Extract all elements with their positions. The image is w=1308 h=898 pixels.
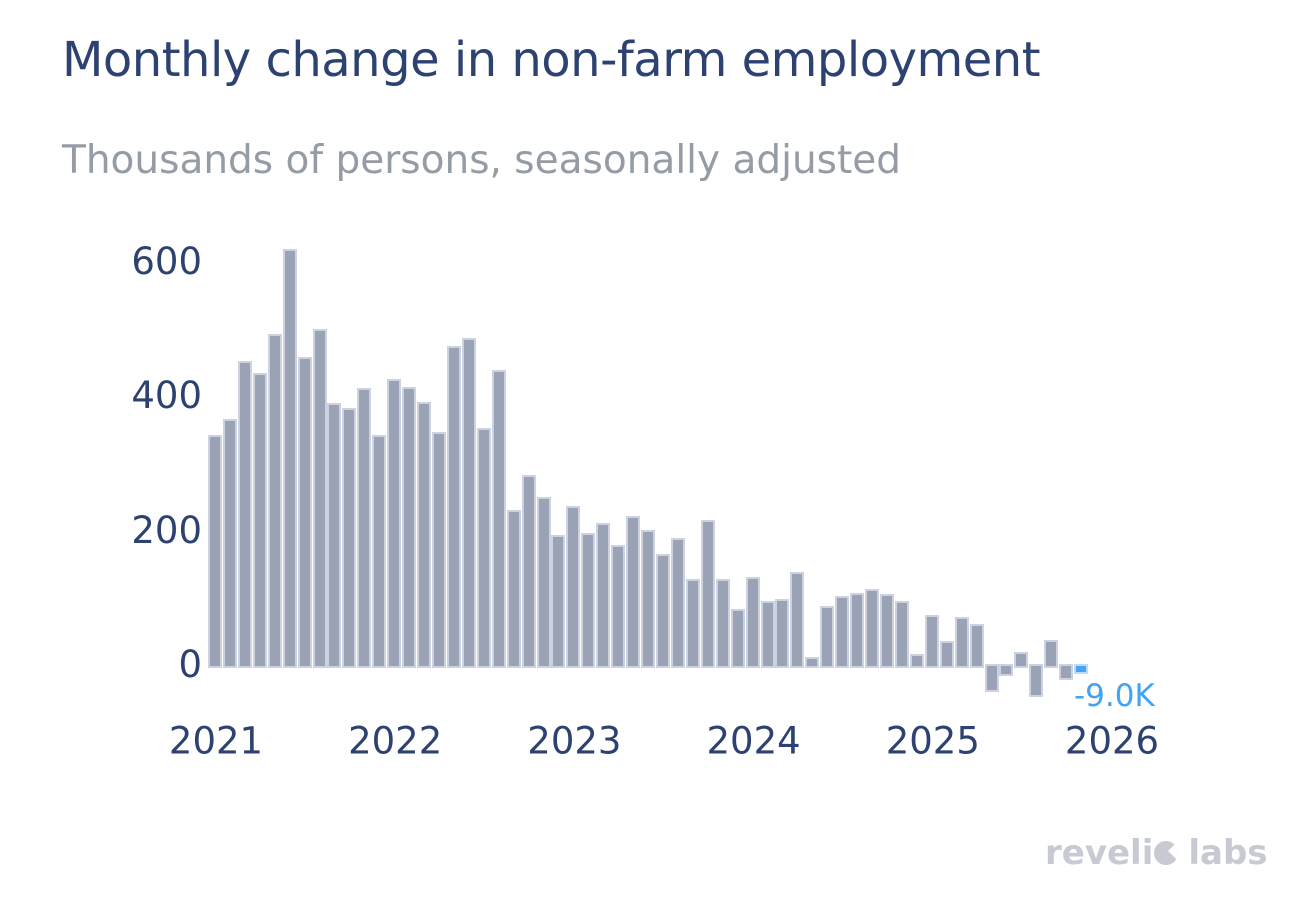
logo-o-icon bbox=[1154, 841, 1179, 865]
bar-jul-2025 bbox=[1014, 651, 1029, 668]
bar-nov-2021 bbox=[357, 388, 372, 668]
bar-apr-2021 bbox=[252, 373, 267, 668]
revelio-labs-logo: reveli labs bbox=[1045, 836, 1268, 870]
bar-aug-2024 bbox=[850, 592, 865, 668]
x-axis-label-2024: 2024 bbox=[706, 719, 801, 763]
bar-jul-2022 bbox=[476, 427, 491, 668]
y-axis-label-400: 400 bbox=[131, 374, 202, 418]
x-axis-label-2023: 2023 bbox=[527, 719, 622, 763]
bar-mar-2023 bbox=[596, 522, 611, 668]
bar-nov-2024 bbox=[894, 600, 909, 668]
bar-mar-2025 bbox=[954, 616, 969, 668]
bar-dec-2022 bbox=[551, 534, 566, 668]
bar-aug-2023 bbox=[670, 538, 685, 668]
bar-jun-2022 bbox=[461, 337, 476, 668]
bar-feb-2024 bbox=[760, 601, 775, 668]
bar-nov-2022 bbox=[536, 497, 551, 668]
bar-apr-2024 bbox=[790, 571, 805, 668]
bar-sep-2025 bbox=[1044, 639, 1059, 668]
bar-jul-2021 bbox=[297, 357, 312, 668]
y-axis-label-0: 0 bbox=[178, 643, 202, 687]
bar-mar-2021 bbox=[237, 361, 252, 668]
x-axis-label-2025: 2025 bbox=[885, 719, 980, 763]
bar-jan-2022 bbox=[387, 378, 402, 668]
bar-dec-2023 bbox=[730, 608, 745, 668]
chart-subtitle: Thousands of persons, seasonally adjuste… bbox=[62, 138, 902, 183]
bar-oct-2023 bbox=[700, 520, 715, 668]
bar-jul-2023 bbox=[655, 554, 670, 668]
bar-sep-2024 bbox=[865, 588, 880, 668]
bar-oct-2022 bbox=[521, 475, 536, 668]
bar-apr-2022 bbox=[431, 431, 446, 668]
y-axis-label-600: 600 bbox=[131, 239, 202, 283]
bar-sep-2021 bbox=[327, 403, 342, 668]
bar-mar-2022 bbox=[417, 401, 432, 668]
bar-may-2022 bbox=[446, 345, 461, 668]
x-axis-label-2021: 2021 bbox=[168, 719, 264, 763]
bar-sep-2023 bbox=[685, 578, 700, 668]
bar-dec-2024 bbox=[909, 653, 924, 668]
bar-jan-2024 bbox=[745, 576, 760, 668]
y-axis-label-200: 200 bbox=[131, 508, 202, 552]
bar-oct-2024 bbox=[879, 594, 894, 668]
bar-oct-2025 bbox=[1059, 664, 1074, 681]
bar-jan-2023 bbox=[566, 505, 581, 668]
bar-nov-2023 bbox=[715, 578, 730, 668]
bar-feb-2023 bbox=[581, 532, 596, 668]
last-value-label: -9.0K bbox=[1074, 678, 1155, 714]
bar-jun-2021 bbox=[282, 249, 297, 668]
bar-jul-2024 bbox=[835, 596, 850, 668]
bar-aug-2022 bbox=[491, 370, 506, 668]
bar-aug-2021 bbox=[312, 329, 327, 668]
bar-may-2021 bbox=[267, 334, 282, 668]
bar-apr-2025 bbox=[969, 623, 984, 668]
chart-title: Monthly change in non-farm employment bbox=[62, 32, 1041, 88]
bar-jun-2025 bbox=[999, 664, 1014, 677]
bar-jan-2021 bbox=[208, 435, 222, 668]
bar-jun-2024 bbox=[820, 606, 835, 668]
bar-apr-2023 bbox=[611, 544, 626, 668]
x-axis-label-2022: 2022 bbox=[348, 719, 443, 763]
x-axis-label-2026: 2026 bbox=[1064, 719, 1160, 763]
bar-jan-2025 bbox=[924, 614, 939, 668]
logo-text-labs: labs bbox=[1188, 833, 1268, 873]
bar-feb-2025 bbox=[939, 641, 954, 668]
bar-dec-2021 bbox=[372, 435, 387, 668]
bar-feb-2021 bbox=[222, 418, 237, 668]
bar-may-2024 bbox=[805, 656, 820, 668]
bar-jun-2023 bbox=[641, 529, 656, 668]
bar-aug-2025 bbox=[1029, 664, 1044, 697]
bar-mar-2024 bbox=[775, 598, 790, 668]
bar-may-2025 bbox=[984, 664, 999, 693]
bar-feb-2022 bbox=[402, 386, 417, 668]
bar-nov-2025 bbox=[1074, 664, 1089, 675]
bar-oct-2021 bbox=[342, 407, 357, 668]
logo-text-reveli: reveli bbox=[1045, 833, 1154, 873]
bar-sep-2022 bbox=[506, 509, 521, 668]
bar-may-2023 bbox=[626, 516, 641, 668]
